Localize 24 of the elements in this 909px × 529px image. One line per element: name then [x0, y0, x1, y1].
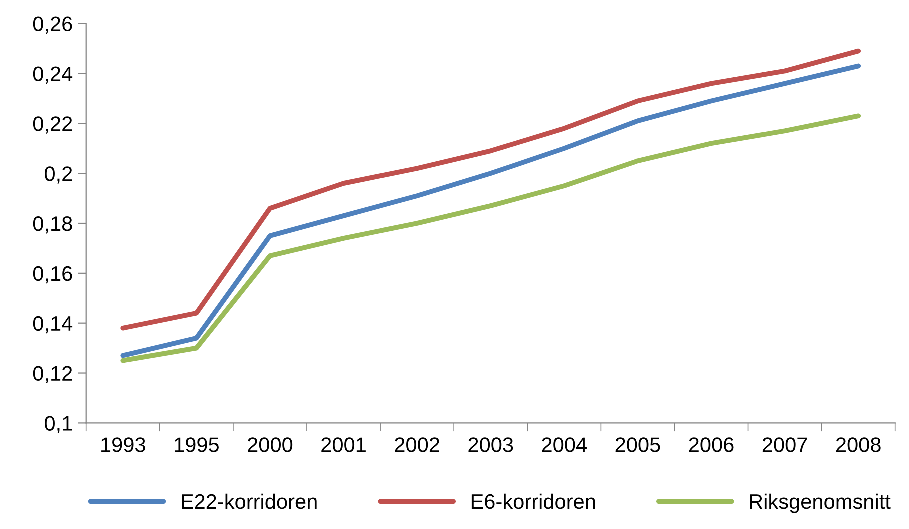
y-tick-label: 0,24: [33, 66, 73, 84]
y-tick-label: 0,26: [33, 16, 72, 34]
y-tick-label: 0,18: [33, 216, 72, 234]
y-tick-label: 0,14: [33, 316, 73, 334]
x-tick-label: 2001: [322, 438, 366, 452]
line-series: [120, 114, 862, 364]
legend-label: E22-korridoren: [182, 494, 317, 510]
legend-label: E6-korridoren: [472, 494, 596, 510]
x-tick-label: 2006: [689, 438, 734, 452]
x-tick-label: 1993: [102, 438, 146, 452]
x-tick-label: 2008: [836, 438, 881, 452]
x-tick-label: 2002: [395, 438, 440, 452]
x-tick-label: 2004: [542, 438, 587, 452]
x-tick-label: 2000: [248, 438, 293, 452]
y-tick-label: 0,1: [45, 416, 72, 434]
y-tick-label: 0,22: [33, 116, 72, 134]
x-tick-label: 2003: [468, 438, 514, 452]
x-tick-label: 2007: [762, 438, 808, 452]
y-tick-label: 0,12: [33, 366, 72, 384]
x-tick-label: 1995: [175, 438, 219, 452]
legend-label: Riksgenomsnitt: [750, 494, 891, 514]
y-tick-label: 0,16: [33, 266, 72, 284]
y-tick-label: 0,2: [45, 166, 72, 184]
x-tick-label: 2005: [616, 438, 660, 452]
